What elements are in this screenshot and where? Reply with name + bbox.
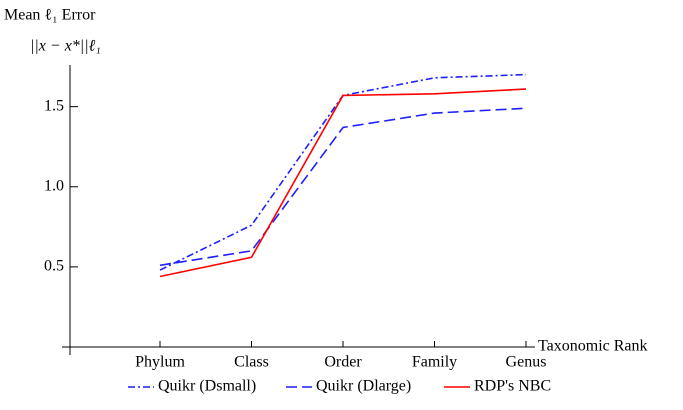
x-tick-label: Genus: [506, 354, 547, 371]
y-tick-label: 0.5: [44, 258, 64, 275]
series-line: [159, 88, 527, 278]
y-axis-label: Mean ℓ₁ Error: [4, 7, 96, 24]
x-tick-label: Class: [234, 354, 269, 371]
legend-label: Quikr (Dlarge): [316, 378, 411, 395]
legend-label: Quikr (Dsmall): [158, 378, 256, 395]
x-tick-label: Family: [412, 354, 457, 371]
x-tick-label: Order: [324, 354, 362, 371]
x-axis-label: Taxonomic Rank: [538, 338, 648, 355]
series-line: [159, 107, 527, 267]
legend-label: RDP's NBC: [474, 378, 551, 395]
y-axis-label: ||x − x*||ℓ₁: [30, 38, 101, 55]
series-line: [159, 73, 527, 271]
x-tick-label: Phylum: [135, 354, 185, 371]
y-tick-label: 1.5: [44, 97, 64, 114]
y-tick-label: 1.0: [44, 177, 64, 194]
